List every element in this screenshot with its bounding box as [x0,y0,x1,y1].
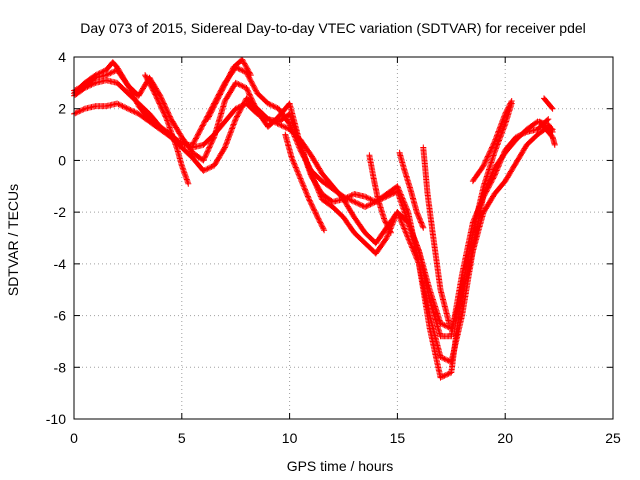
series-seg-1 [142,72,192,187]
plot-frame [73,56,614,420]
y-tick-label: -4 [54,256,67,272]
x-tick-label: 0 [70,430,78,446]
y-tick-label: 0 [58,152,66,168]
x-axis-label: GPS time / hours [287,458,394,474]
y-tick-label: -6 [54,308,67,324]
x-tick-label: 15 [390,430,406,446]
series-seg-2 [204,56,254,123]
series-seg-4 [366,152,394,236]
series-seg-8-markers [536,118,558,148]
y-tick-label: 4 [58,49,66,65]
series-seg-8 [536,118,558,148]
y-axis-label: SDTVAR / TECUs [5,184,21,296]
series-seg-9 [541,95,556,112]
series-seg-2-markers [204,56,254,123]
series-seg-9-markers [541,95,556,112]
x-tick-label: 10 [282,430,298,446]
chart-title: Day 073 of 2015, Sidereal Day-to-day VTE… [80,20,586,36]
series-seg-3-markers [282,131,328,234]
y-tick-labels: -10 -8 -6 -4 -2 0 2 4 [46,49,66,427]
y-tick-label: -2 [54,204,67,220]
series-seg-1-markers [142,72,192,187]
x-tick-label: 25 [605,430,621,446]
x-tick-label: 20 [497,430,513,446]
series-seg-4-markers [366,152,394,236]
x-tick-labels: 0 5 10 15 20 25 [70,430,621,446]
series-seg-3 [282,131,328,234]
series-seg-5 [396,149,427,231]
data-layer [71,56,558,381]
series-seg-6-markers [420,144,453,327]
y-tick-label: 2 [58,101,66,117]
series-seg-7 [469,98,515,185]
x-tick-label: 5 [178,430,186,446]
series-seg-5-markers [396,149,427,231]
y-tick-label: -8 [54,359,67,375]
plot-border [73,56,614,420]
series-seg-6 [420,144,453,327]
y-tick-label: -10 [46,411,66,427]
series-seg-7-markers [469,98,515,185]
